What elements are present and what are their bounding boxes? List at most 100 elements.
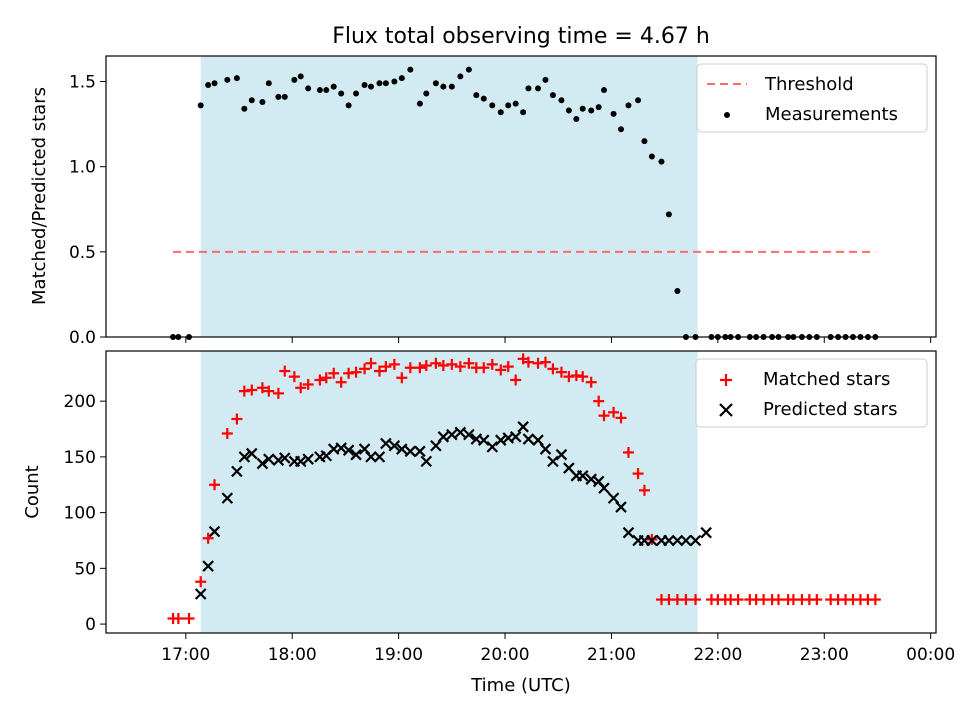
- predicted-stars-point: [350, 448, 362, 461]
- top-panel: 0.0 0.5 1.0 1.5 Matched/Predicted stars Thr…: [29, 55, 937, 348]
- x-tick-label: 00:00: [906, 645, 955, 665]
- top-y-ticks: 0.0 0.5 1.0 1.5: [69, 73, 106, 348]
- chart-title: Flux total observing time = 4.67 h: [332, 24, 710, 49]
- predicted-stars-point: [414, 445, 426, 458]
- measurement-point: [520, 109, 527, 116]
- top-axes-frame: [105, 55, 937, 338]
- bottom-y-tick-label: 150: [64, 448, 96, 468]
- measurement-point: [457, 73, 464, 80]
- matched-stars-point: [463, 357, 475, 369]
- legend-predicted-swatch: [719, 403, 733, 417]
- matched-stars-point: [598, 410, 610, 422]
- matched-stars-point: [314, 374, 326, 386]
- matched-stars-point: [622, 446, 634, 458]
- x-tick-label: 17:00: [161, 645, 210, 665]
- predicted-stars-point: [646, 534, 658, 547]
- matched-stars-point: [510, 374, 522, 386]
- measurement-point: [423, 90, 430, 97]
- predicted-stars-point: [278, 452, 291, 464]
- bottom-axes-frame: [105, 350, 937, 634]
- legend-matched-swatch: [720, 374, 732, 386]
- x-tick-label: 23:00: [800, 645, 849, 665]
- matched-stars-point: [632, 468, 644, 480]
- predicted-stars-point: [194, 588, 207, 600]
- measurement-point: [440, 83, 447, 90]
- measurement-point: [248, 97, 255, 104]
- matched-stars-point: [272, 387, 284, 399]
- matched-stars-point: [638, 484, 650, 496]
- measurement-point: [265, 80, 272, 87]
- measurement-point: [497, 109, 504, 116]
- matched-stars-point: [172, 613, 184, 625]
- predicted-stars-point: [446, 428, 458, 441]
- predicted-stars-point: [208, 525, 221, 538]
- matched-stars-point: [680, 594, 692, 606]
- measurement-point: [465, 66, 472, 73]
- matched-stars-point: [221, 427, 233, 439]
- matched-stars-point: [231, 413, 243, 425]
- matched-stars-point: [414, 362, 426, 374]
- measurement-point: [259, 98, 266, 105]
- top-legend: Threshold Measurements: [696, 63, 928, 133]
- top-y-tick-label: 0.5: [69, 243, 96, 263]
- measurement-point: [579, 105, 586, 112]
- predicted-stars-point: [555, 448, 568, 461]
- matched-stars-point: [811, 594, 823, 606]
- predicted-stars-point: [380, 437, 392, 450]
- measurement-point: [361, 81, 368, 88]
- bottom-observing-span: [200, 351, 698, 633]
- measurement-point: [549, 92, 556, 99]
- top-observing-span: [200, 56, 698, 337]
- x-tick-label: 19:00: [374, 645, 423, 665]
- matched-stars-point: [502, 361, 514, 373]
- matched-stars-point: [486, 358, 498, 370]
- predicted-stars-point: [272, 454, 285, 467]
- measurement-point: [595, 104, 602, 111]
- bottom-y-tick-label: 100: [64, 504, 96, 524]
- predicted-stars-point: [302, 453, 314, 465]
- matched-stars-point: [373, 365, 385, 377]
- matched-stars-point: [263, 385, 275, 397]
- predicted-stars-point: [700, 526, 712, 539]
- predicted-stars-point: [598, 482, 610, 494]
- bottom-y-tick-label: 50: [74, 559, 96, 579]
- matched-stars-point: [343, 367, 355, 379]
- bottom-y-tick-label: 0: [85, 615, 96, 635]
- measurement-point: [323, 87, 330, 94]
- x-tick-label: 18:00: [268, 645, 317, 665]
- predicted-stars-point: [238, 451, 251, 463]
- measurement-point: [618, 126, 625, 133]
- predicted-stars-point: [342, 444, 355, 456]
- measurement-point: [505, 102, 512, 109]
- measurement-point: [665, 211, 672, 218]
- matched-stars-point: [615, 412, 627, 424]
- matched-stars-point: [350, 366, 362, 378]
- matched-stars-point: [539, 356, 551, 368]
- predicted-stars-point: [202, 560, 214, 572]
- predicted-stars-point: [396, 443, 408, 455]
- top-legend-box: [696, 63, 928, 133]
- measurement-point: [316, 87, 323, 94]
- x-tick-label: 22:00: [693, 645, 742, 665]
- predicted-stars-point: [404, 445, 417, 458]
- matched-stars-point: [295, 382, 307, 394]
- matched-stars-point: [547, 363, 559, 375]
- predicted-stars-point: [365, 451, 377, 463]
- measurement-point: [558, 97, 565, 104]
- predicted-stars-point: [680, 534, 692, 547]
- matched-stars-point: [246, 384, 258, 396]
- measurement-point: [224, 76, 231, 83]
- predicted-stars-point: [509, 431, 522, 443]
- matched-stars-point: [690, 594, 702, 606]
- predicted-stars-point: [576, 470, 589, 482]
- predicted-stars-point: [477, 434, 490, 446]
- matched-stars-point: [608, 406, 620, 418]
- matched-stars-point: [869, 594, 881, 606]
- matched-stars-point: [256, 382, 268, 394]
- predicted-stars-point: [437, 431, 450, 443]
- predicted-stars-point: [246, 447, 258, 460]
- matched-stars-point: [522, 356, 534, 368]
- bottom-legend: Matched stars Predicted stars: [695, 358, 928, 428]
- matched-stars-point: [563, 371, 575, 383]
